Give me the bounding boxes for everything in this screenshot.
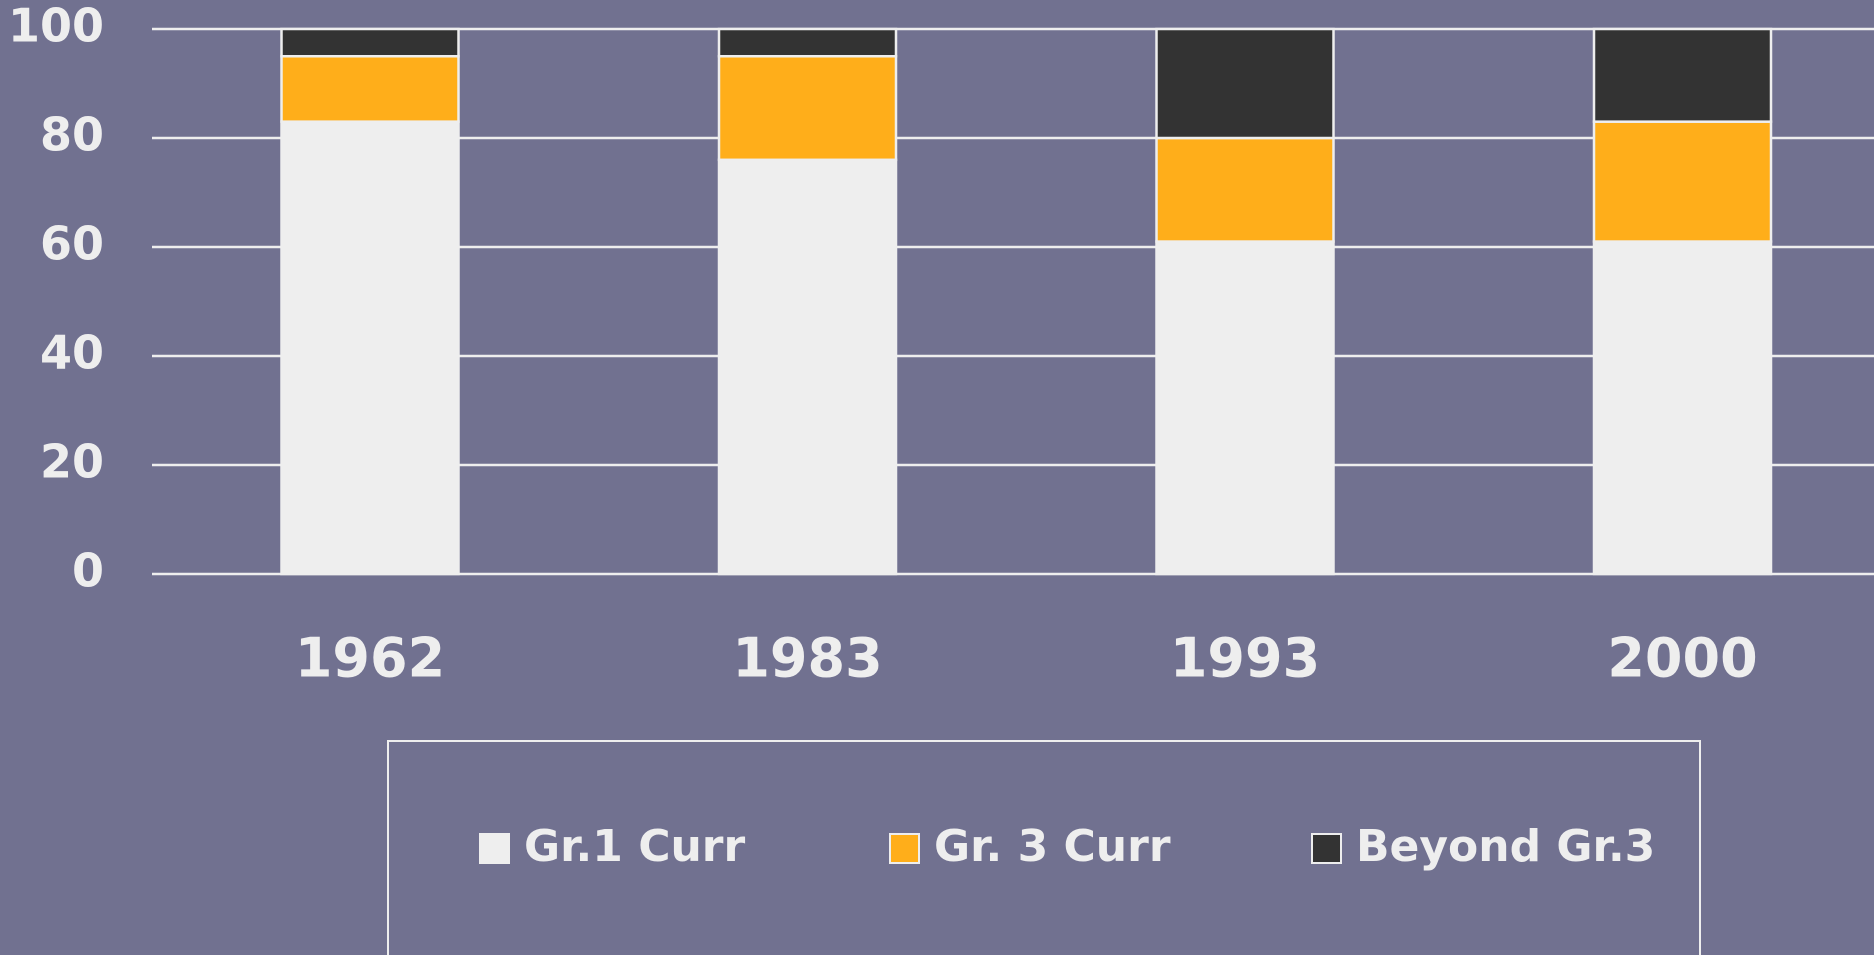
bar-segment — [1592, 27, 1773, 123]
legend-swatch — [889, 833, 920, 864]
legend-box — [387, 740, 1701, 955]
x-tick-label: 2000 — [1607, 627, 1757, 690]
bar-segment — [280, 55, 460, 123]
bar-segment — [1592, 240, 1773, 576]
legend-label: Gr.1 Curr — [524, 821, 746, 872]
y-tick-label: 0 — [72, 544, 104, 598]
y-tick-label: 100 — [8, 0, 104, 53]
x-tick-label: 1962 — [295, 627, 445, 690]
legend-swatch — [1311, 833, 1342, 864]
bar-segment — [1155, 136, 1335, 243]
legend-swatch — [479, 833, 510, 864]
bar-segment — [717, 27, 898, 58]
legend-label: Beyond Gr.3 — [1356, 821, 1655, 872]
y-tick-label: 80 — [40, 108, 104, 162]
bar-segment — [717, 158, 898, 576]
legend-label: Gr. 3 Curr — [934, 821, 1171, 872]
y-tick-label: 20 — [40, 435, 104, 489]
x-tick-label: 1993 — [1170, 627, 1320, 690]
bar-segment — [280, 120, 460, 576]
x-tick-label: 1983 — [732, 627, 882, 690]
bar-segment — [1155, 27, 1335, 140]
y-tick-label: 60 — [40, 217, 104, 271]
bar-segment — [717, 55, 898, 162]
bar-segment — [280, 27, 460, 58]
bar-segment — [1155, 240, 1335, 576]
bar-segment — [1592, 120, 1773, 243]
y-tick-label: 40 — [40, 326, 104, 380]
